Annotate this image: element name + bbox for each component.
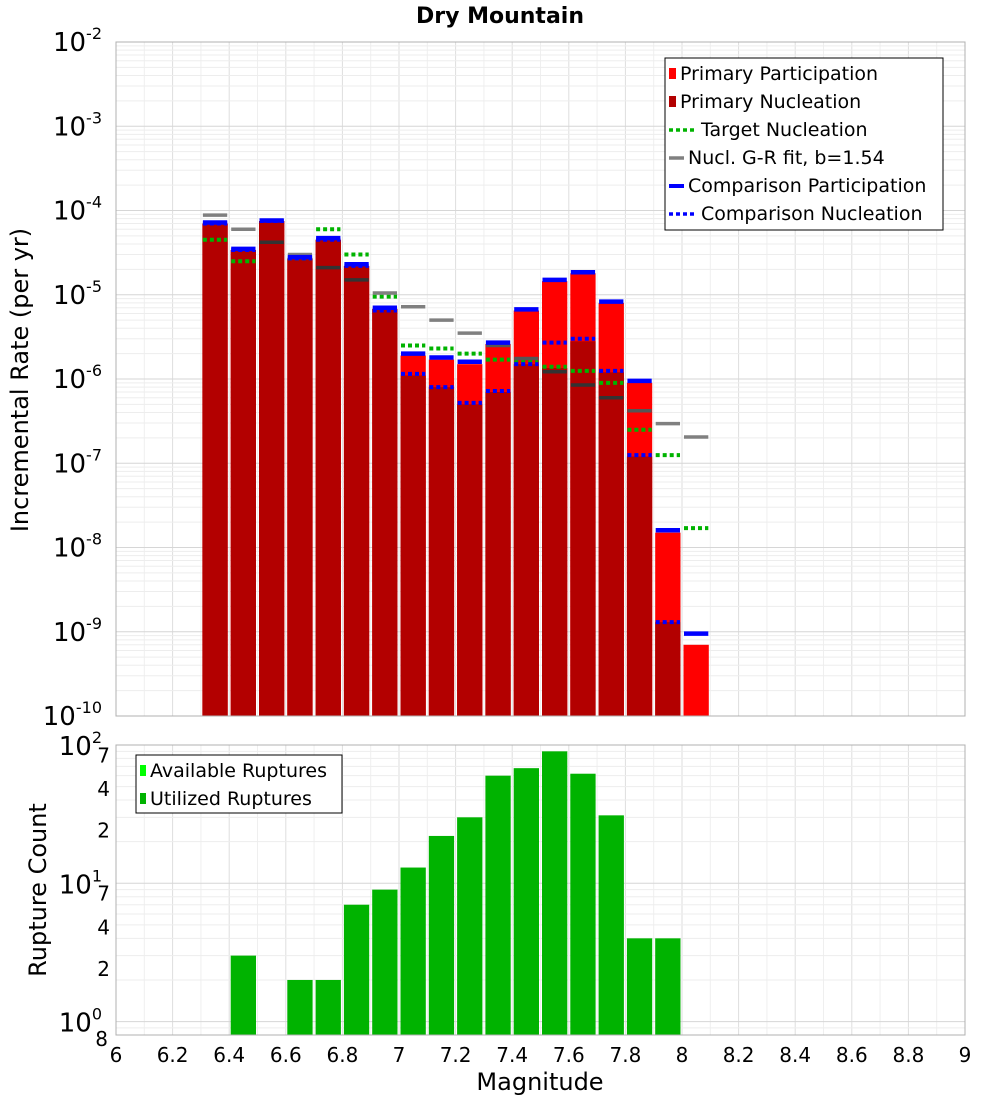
x-tick-label: 7 bbox=[393, 1043, 406, 1067]
nucleation-bar bbox=[570, 341, 596, 716]
legend-swatch bbox=[669, 96, 676, 107]
legend-label: Primary Nucleation bbox=[680, 91, 861, 113]
legend-label: Comparison Participation bbox=[688, 175, 926, 197]
rupture-count-bar bbox=[485, 775, 511, 1035]
rupture-count-bar bbox=[513, 768, 539, 1035]
x-tick-label: 7.4 bbox=[496, 1043, 528, 1067]
rupture-count-bar bbox=[372, 889, 398, 1035]
x-tick-label: 6.8 bbox=[326, 1043, 358, 1067]
x-tick-label: 6.6 bbox=[270, 1043, 302, 1067]
nucleation-bar bbox=[372, 308, 398, 716]
legend-label: Primary Participation bbox=[680, 63, 878, 85]
nucleation-bar bbox=[457, 404, 483, 716]
y-tick-label: 2 bbox=[97, 957, 110, 981]
x-tick-label: 8.8 bbox=[892, 1043, 924, 1067]
rupture-count-bar bbox=[343, 904, 370, 1035]
nucleation-bar bbox=[598, 372, 624, 716]
y-tick-label: 7 bbox=[97, 882, 110, 906]
bottom-plot-bars bbox=[230, 751, 681, 1035]
nucleation-bar bbox=[542, 368, 568, 716]
y-tick-label: 10-3 bbox=[53, 108, 102, 142]
legend-label: Nucl. G-R fit, b=1.54 bbox=[688, 147, 885, 169]
top-plot-grid bbox=[115, 42, 966, 717]
x-tick-label: 7.6 bbox=[553, 1043, 585, 1067]
rupture-count-bar bbox=[570, 773, 596, 1035]
rupture-count-bar bbox=[230, 955, 256, 1035]
top-legend: Primary Participation Primary Nucleation T… bbox=[664, 57, 944, 231]
y-tick-label: 10-2 bbox=[53, 24, 102, 58]
x-tick-label: 8.6 bbox=[836, 1043, 868, 1067]
rupture-count-bar bbox=[457, 817, 483, 1035]
nucleation-bar bbox=[230, 249, 256, 716]
x-tick-label: 7.8 bbox=[609, 1043, 641, 1067]
rupture-count-bar bbox=[542, 751, 568, 1035]
y-tick-label: 101 bbox=[59, 866, 102, 900]
rupture-count-bar bbox=[315, 979, 341, 1035]
nucleation-bar bbox=[513, 364, 539, 716]
x-tick-label: 8.4 bbox=[779, 1043, 811, 1067]
nucleation-bar bbox=[400, 375, 426, 716]
y-tick-label: 10-6 bbox=[53, 361, 102, 395]
nucleation-bar bbox=[202, 223, 228, 717]
rupture-count-bar bbox=[287, 979, 313, 1035]
participation-bar bbox=[683, 644, 709, 716]
top-plot-frame bbox=[115, 41, 966, 717]
rupture-count-bar bbox=[428, 835, 455, 1035]
nucleation-bar bbox=[287, 258, 313, 716]
x-tick-label: 6 bbox=[110, 1043, 123, 1067]
rupture-count-bar bbox=[626, 938, 653, 1035]
y-tick-label: 102 bbox=[59, 728, 102, 762]
bottom-plot-frame bbox=[115, 744, 966, 1036]
rupture-count-bar bbox=[400, 867, 426, 1035]
legend-box bbox=[135, 754, 343, 814]
x-tick-label: 8.2 bbox=[723, 1043, 755, 1067]
nucleation-bar bbox=[259, 221, 285, 716]
top-plot-lines bbox=[202, 213, 709, 636]
y-tick-label: 10-8 bbox=[53, 530, 102, 564]
y-tick-label: 10-7 bbox=[53, 445, 102, 479]
y-tick-label: 100 bbox=[59, 1005, 102, 1039]
x-tick-labels: 6 6.2 6.4 6.6 6.8 7 7.2 7.4 7.6 7.8 8 8.2 8.4 8.6 8.8 9 bbox=[110, 1043, 972, 1067]
legend-label: Target Nucleation bbox=[700, 119, 868, 141]
nucleation-bar bbox=[485, 392, 511, 716]
legend-swatch bbox=[669, 68, 676, 79]
x-tick-label: 6.4 bbox=[213, 1043, 245, 1067]
legend-label: Available Ruptures bbox=[150, 760, 327, 782]
nucleation-bar bbox=[655, 622, 681, 716]
top-y-tick-labels: 10-10 10-9 10-8 10-7 10-6 10-5 10-4 10-3 10-2 bbox=[43, 24, 102, 732]
x-tick-label: 9 bbox=[959, 1043, 972, 1067]
y-tick-label: 7 bbox=[97, 743, 110, 767]
nucleation-bar bbox=[428, 387, 455, 716]
legend-swatch bbox=[140, 793, 146, 804]
nucleation-bar bbox=[626, 456, 653, 716]
chart-title: Dry Mountain bbox=[416, 4, 584, 29]
y-tick-label: 10-4 bbox=[53, 193, 102, 227]
bottom-y-axis-label: Rupture Count bbox=[24, 803, 52, 977]
bottom-legend: Available Ruptures Utilized Ruptures bbox=[135, 754, 343, 814]
rupture-count-bar bbox=[655, 938, 681, 1035]
x-tick-label: 8 bbox=[676, 1043, 689, 1067]
legend-box bbox=[664, 57, 944, 231]
top-plot-bars bbox=[202, 221, 709, 717]
nucleation-bar bbox=[343, 265, 370, 716]
top-y-axis-label: Incremental Rate (per yr) bbox=[6, 228, 34, 532]
nucleation-bar bbox=[315, 239, 341, 716]
y-tick-label: 8 bbox=[95, 1027, 108, 1051]
y-tick-label: 2 bbox=[97, 819, 110, 843]
y-tick-label: 4 bbox=[97, 777, 110, 801]
legend-label: Comparison Nucleation bbox=[701, 203, 923, 225]
legend-label: Utilized Ruptures bbox=[150, 788, 312, 810]
rupture-count-bar bbox=[598, 815, 624, 1035]
y-tick-label: 10-10 bbox=[43, 698, 102, 732]
x-tick-label: 6.2 bbox=[157, 1043, 189, 1067]
y-tick-label: 10-5 bbox=[53, 277, 102, 311]
x-tick-label: 7.2 bbox=[440, 1043, 472, 1067]
x-axis-label: Magnitude bbox=[476, 1068, 603, 1096]
legend-swatch bbox=[140, 765, 146, 776]
y-tick-label: 10-9 bbox=[53, 614, 102, 648]
y-tick-label: 4 bbox=[97, 915, 110, 939]
